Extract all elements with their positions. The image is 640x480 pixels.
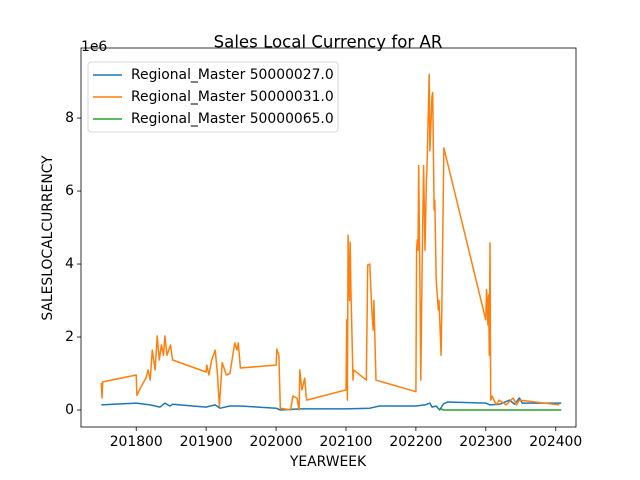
- x-axis-label: YEARWEEK: [289, 454, 367, 470]
- y-offset-label: 1e6: [81, 39, 107, 55]
- x-tick-label: 202400: [529, 434, 582, 450]
- chart-title: Sales Local Currency for AR: [214, 33, 443, 52]
- x-tick-label: 202200: [389, 434, 442, 450]
- x-tick-label: 202000: [250, 434, 303, 450]
- plot-frame: [80, 47, 577, 428]
- y-tick-label: 8: [65, 110, 74, 126]
- x-tick-label: 201900: [180, 434, 233, 450]
- x-tick-label: 201800: [110, 434, 163, 450]
- y-axis-label: SALESLOCALCURRENCY: [40, 155, 56, 321]
- y-tick-label: 4: [65, 256, 74, 272]
- series-line: [100, 73, 560, 411]
- legend-label: Regional_Master 50000031.0: [131, 89, 334, 105]
- y-tick-label: 0: [65, 402, 74, 418]
- x-tick-label: 202100: [319, 434, 372, 450]
- y-tick-label: 2: [65, 329, 74, 345]
- legend-box: [87, 61, 339, 133]
- legend-label: Regional_Master 50000065.0: [131, 111, 334, 127]
- x-tick-label: 202300: [459, 434, 512, 450]
- series-line: [101, 397, 562, 411]
- y-tick-label: 6: [65, 183, 74, 199]
- legend-label: Regional_Master 50000027.0: [131, 67, 334, 83]
- series-line: [439, 408, 562, 411]
